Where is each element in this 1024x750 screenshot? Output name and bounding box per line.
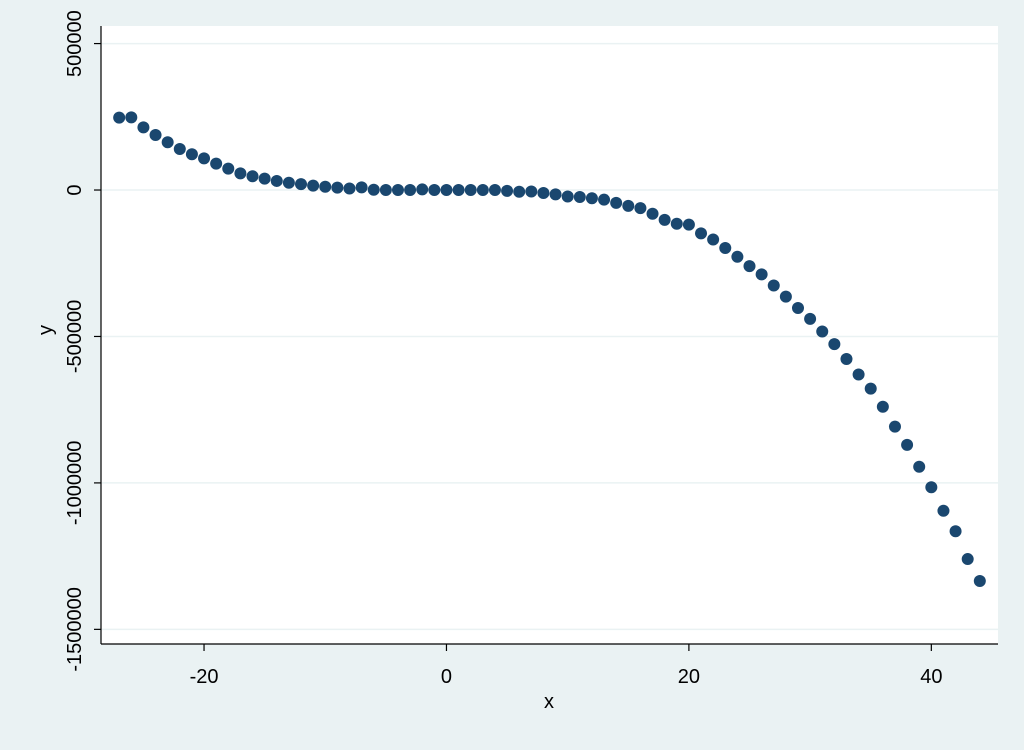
data-point xyxy=(634,202,647,215)
data-point xyxy=(888,420,901,433)
data-point xyxy=(913,460,926,473)
data-point xyxy=(246,170,259,183)
data-point xyxy=(198,152,211,165)
data-point xyxy=(391,184,404,197)
data-point xyxy=(670,217,683,230)
data-point xyxy=(161,136,174,149)
data-point xyxy=(804,312,817,325)
data-point xyxy=(270,174,283,187)
data-point xyxy=(549,188,562,201)
data-point xyxy=(707,233,720,246)
data-point xyxy=(973,575,986,588)
data-point xyxy=(295,178,308,191)
data-point xyxy=(367,183,380,196)
data-point xyxy=(682,218,695,231)
data-point xyxy=(355,181,368,194)
y-tick-label: -500000 xyxy=(64,300,86,373)
data-point xyxy=(852,368,865,381)
data-point xyxy=(149,128,162,141)
data-point xyxy=(113,111,126,124)
data-point xyxy=(876,400,889,413)
data-point xyxy=(743,260,756,273)
data-point xyxy=(331,181,344,194)
data-point xyxy=(755,268,768,281)
x-tick-label: 0 xyxy=(441,666,452,688)
grid-lines xyxy=(101,42,998,631)
data-point xyxy=(525,185,538,198)
data-point xyxy=(173,143,186,156)
data-point xyxy=(307,179,320,192)
data-point xyxy=(379,184,392,197)
data-point xyxy=(791,302,804,315)
data-point xyxy=(404,184,417,197)
y-axis-label: y xyxy=(35,325,57,335)
data-point xyxy=(622,199,635,212)
axes: -1500000 -1000000 -500000 0 500000 -20 0 20 40 xyxy=(64,10,998,688)
data-point xyxy=(319,180,332,193)
data-point xyxy=(513,185,526,198)
data-point xyxy=(828,338,841,351)
data-point xyxy=(258,172,271,185)
data-point xyxy=(610,196,623,209)
data-point xyxy=(464,184,477,197)
data-point xyxy=(719,242,732,255)
data-point xyxy=(573,191,586,204)
data-point xyxy=(537,186,550,199)
data-point xyxy=(767,279,780,292)
data-point xyxy=(452,184,465,197)
data-point xyxy=(658,213,671,226)
data-point xyxy=(901,438,914,451)
data-point xyxy=(137,121,150,134)
data-point xyxy=(282,176,295,189)
data-point xyxy=(476,184,489,197)
data-point xyxy=(937,504,950,517)
data-point xyxy=(428,184,441,197)
y-tick-label: 500000 xyxy=(64,10,86,77)
data-point xyxy=(440,184,453,197)
data-point xyxy=(925,481,938,494)
data-points xyxy=(113,111,986,588)
data-point xyxy=(488,184,501,197)
data-point xyxy=(234,167,247,180)
x-tick-label: -20 xyxy=(190,666,219,688)
x-axis-label: x xyxy=(544,691,554,713)
data-point xyxy=(695,227,708,240)
data-point xyxy=(646,207,659,220)
x-tick-label: 20 xyxy=(678,666,700,688)
y-tick-label: -1500000 xyxy=(64,587,86,672)
data-point xyxy=(185,148,198,161)
data-point xyxy=(210,157,223,170)
plot-area xyxy=(101,26,998,644)
data-point xyxy=(125,111,138,124)
data-point xyxy=(561,190,574,203)
data-point xyxy=(779,290,792,303)
data-point xyxy=(840,353,853,366)
data-point xyxy=(501,184,514,197)
data-point xyxy=(961,553,974,566)
data-point xyxy=(816,325,829,338)
y-tick-label: -1000000 xyxy=(64,441,86,526)
data-point xyxy=(585,192,598,205)
data-point xyxy=(731,250,744,263)
y-tick-label: 0 xyxy=(64,184,86,195)
data-point xyxy=(343,182,356,195)
data-point xyxy=(416,183,429,196)
data-point xyxy=(598,193,611,206)
data-point xyxy=(949,525,962,538)
data-point xyxy=(222,162,235,175)
data-point xyxy=(864,382,877,395)
x-tick-label: 40 xyxy=(920,666,942,688)
